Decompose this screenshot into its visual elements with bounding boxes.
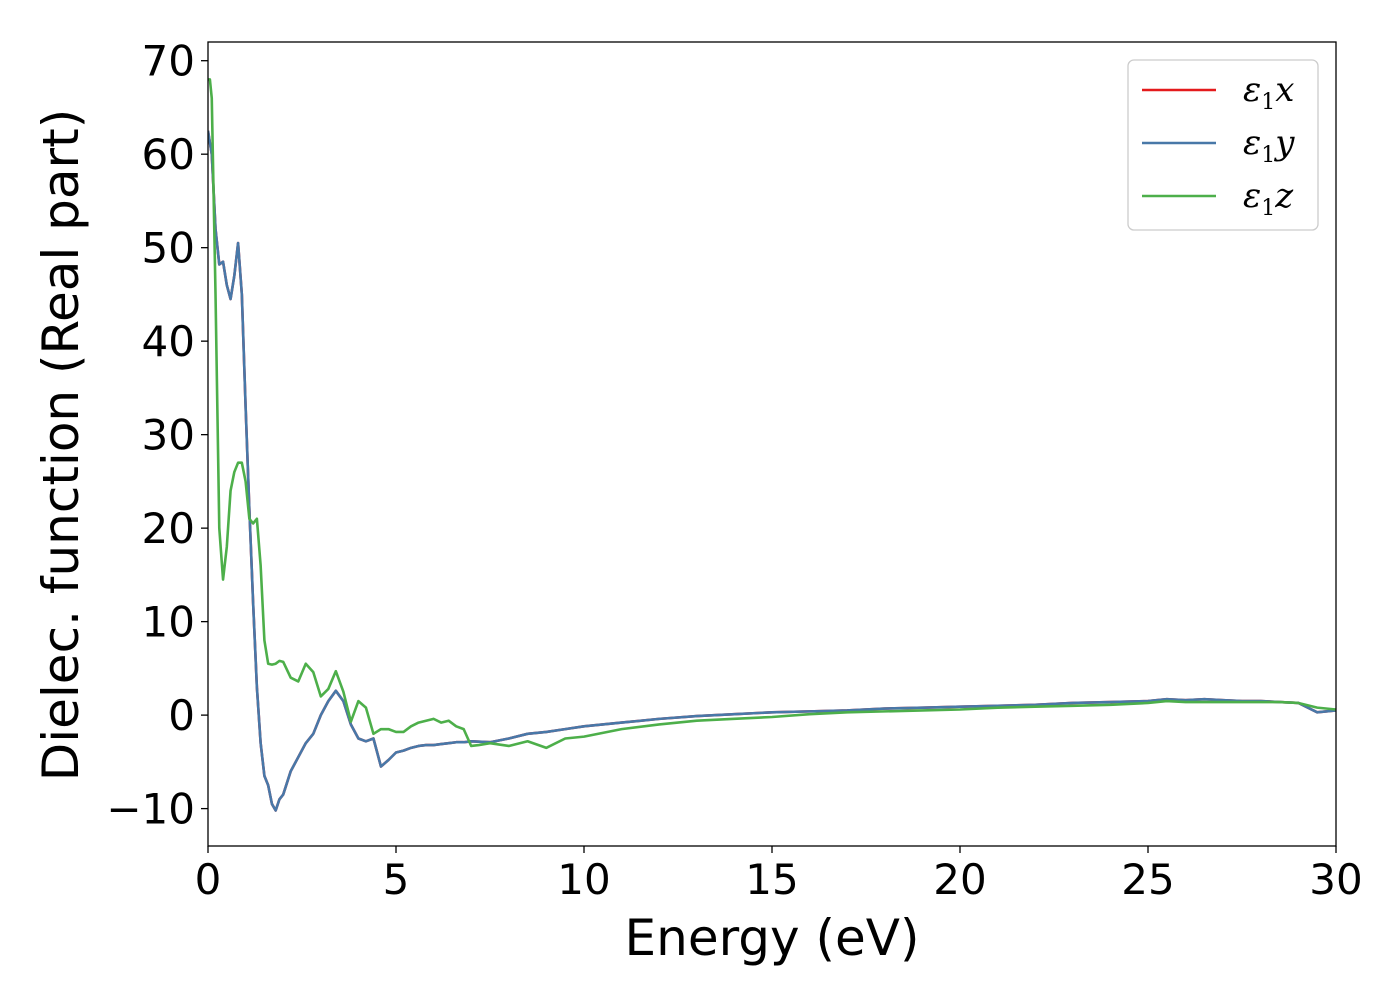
y-axis-label: Dielec. function (Real part) [32,109,90,781]
x-tick-label: 5 [383,855,410,904]
x-tick-label: 10 [557,855,610,904]
y-tick-label: 10 [142,598,195,647]
series-line-x [208,130,1336,812]
y-tick-label: 60 [142,130,195,179]
y-tick-label: 20 [142,504,195,553]
legend-label-x: ε1x [1243,70,1294,115]
legend-label-z: ε1z [1243,176,1294,221]
x-tick-label: 20 [933,855,986,904]
x-tick-label: 15 [745,855,798,904]
x-tick-label: 25 [1121,855,1174,904]
y-tick-label: 50 [142,224,195,273]
x-tick-label: 0 [195,855,222,904]
x-tick-label: 30 [1309,855,1362,904]
y-tick-label: 70 [142,37,195,86]
legend: ε1x ε1y ε1z [1127,59,1319,231]
series-line-z [208,78,1336,750]
plot-area [208,78,1336,812]
y-tick-label: 40 [142,317,195,366]
legend-box [1127,59,1319,231]
y-tick-label: 30 [142,411,195,460]
y-tick-label: −10 [106,785,195,834]
y-tick-label: 0 [168,691,195,740]
series-line-y [208,130,1336,812]
legend-label-y: ε1y [1243,123,1295,168]
x-axis-label: Energy (eV) [625,909,920,967]
